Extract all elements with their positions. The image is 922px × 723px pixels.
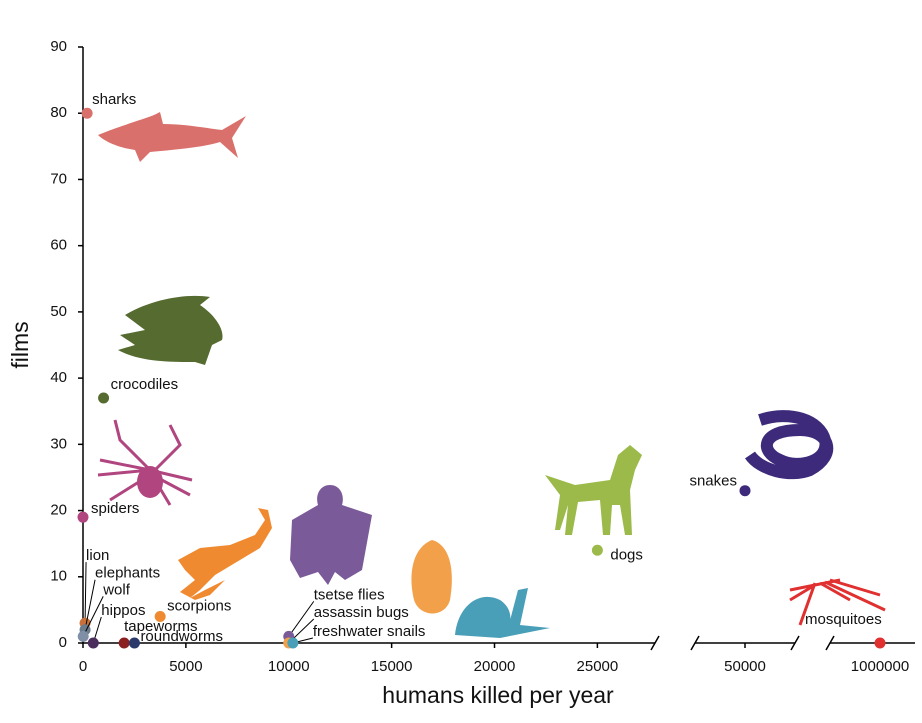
point bbox=[739, 485, 751, 497]
x-tick-label: 50000 bbox=[724, 658, 766, 675]
x-tick-label: 5000 bbox=[169, 658, 202, 675]
point bbox=[77, 630, 89, 642]
point-label: sharks bbox=[92, 91, 136, 108]
y-tick-label: 80 bbox=[50, 104, 67, 121]
y-tick-label: 10 bbox=[50, 568, 67, 585]
leader-line bbox=[288, 601, 315, 637]
point-label: tsetse flies bbox=[314, 586, 385, 603]
shark-silhouette bbox=[98, 112, 246, 162]
point bbox=[874, 637, 886, 649]
axis-break bbox=[650, 635, 660, 651]
x-tick-label: 10000 bbox=[268, 658, 310, 675]
y-tick-label: 90 bbox=[50, 38, 67, 55]
x-axis-title: humans killed per year bbox=[382, 682, 614, 708]
point-label: wolf bbox=[102, 581, 131, 598]
axis-break bbox=[825, 635, 835, 651]
leader-line bbox=[84, 562, 87, 624]
bug-silhouette bbox=[411, 540, 452, 614]
y-tick-label: 20 bbox=[50, 502, 67, 519]
point-label: mosquitoes bbox=[805, 611, 882, 628]
y-tick-label: 60 bbox=[50, 237, 67, 254]
x-tick-label: 1000000 bbox=[851, 658, 909, 675]
fly-silhouette bbox=[290, 485, 372, 585]
crocodile-silhouette bbox=[118, 295, 223, 365]
x-tick-label: 15000 bbox=[371, 658, 413, 675]
point bbox=[154, 611, 166, 623]
x-tick-label: 20000 bbox=[474, 658, 516, 675]
point-label: hippos bbox=[101, 602, 145, 619]
snake-silhouette bbox=[745, 410, 834, 480]
point-label: scorpions bbox=[167, 597, 231, 614]
axis-break bbox=[790, 635, 800, 651]
point bbox=[118, 637, 130, 649]
dog-silhouette bbox=[545, 445, 642, 535]
leader-line bbox=[84, 579, 96, 630]
leader-line bbox=[82, 596, 104, 637]
y-axis-title: films bbox=[7, 321, 33, 368]
y-tick-label: 30 bbox=[50, 435, 67, 452]
point-label: freshwater snails bbox=[313, 623, 426, 640]
point bbox=[77, 511, 89, 523]
y-tick-label: 70 bbox=[50, 170, 67, 187]
point bbox=[591, 544, 603, 556]
point-label: assassin bugs bbox=[314, 604, 409, 621]
point-label: lion bbox=[86, 547, 109, 564]
x-tick-label: 0 bbox=[79, 658, 87, 675]
point-label: tapeworms bbox=[124, 618, 197, 635]
point bbox=[87, 637, 99, 649]
point-label: spiders bbox=[91, 500, 139, 517]
x-tick-label: 25000 bbox=[577, 658, 619, 675]
point bbox=[98, 392, 110, 404]
point-label: snakes bbox=[689, 473, 737, 490]
snail-silhouette bbox=[455, 588, 550, 638]
point-label: elephants bbox=[95, 565, 160, 582]
point-label: dogs bbox=[610, 546, 643, 563]
y-tick-label: 50 bbox=[50, 303, 67, 320]
y-tick-label: 40 bbox=[50, 369, 67, 386]
spider-body bbox=[137, 466, 163, 498]
point bbox=[128, 637, 140, 649]
silhouettes bbox=[97, 112, 886, 638]
y-tick-label: 0 bbox=[59, 634, 67, 651]
axis-break bbox=[690, 635, 700, 651]
point bbox=[81, 107, 93, 119]
spider-silhouette bbox=[97, 419, 193, 506]
scorpion-silhouette bbox=[178, 508, 272, 600]
point-label: crocodiles bbox=[111, 376, 179, 393]
point bbox=[287, 637, 299, 649]
point-label: roundworms bbox=[140, 628, 223, 645]
mosquito-silhouette bbox=[789, 578, 886, 626]
